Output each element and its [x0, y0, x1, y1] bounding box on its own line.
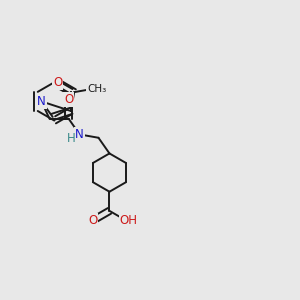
Text: N: N [75, 128, 84, 141]
Text: N: N [37, 95, 46, 108]
Text: OH: OH [119, 214, 137, 227]
Text: O: O [88, 214, 98, 227]
Text: H: H [66, 132, 75, 146]
Text: CH₃: CH₃ [87, 84, 106, 94]
Text: O: O [53, 76, 62, 89]
Text: O: O [64, 93, 73, 106]
